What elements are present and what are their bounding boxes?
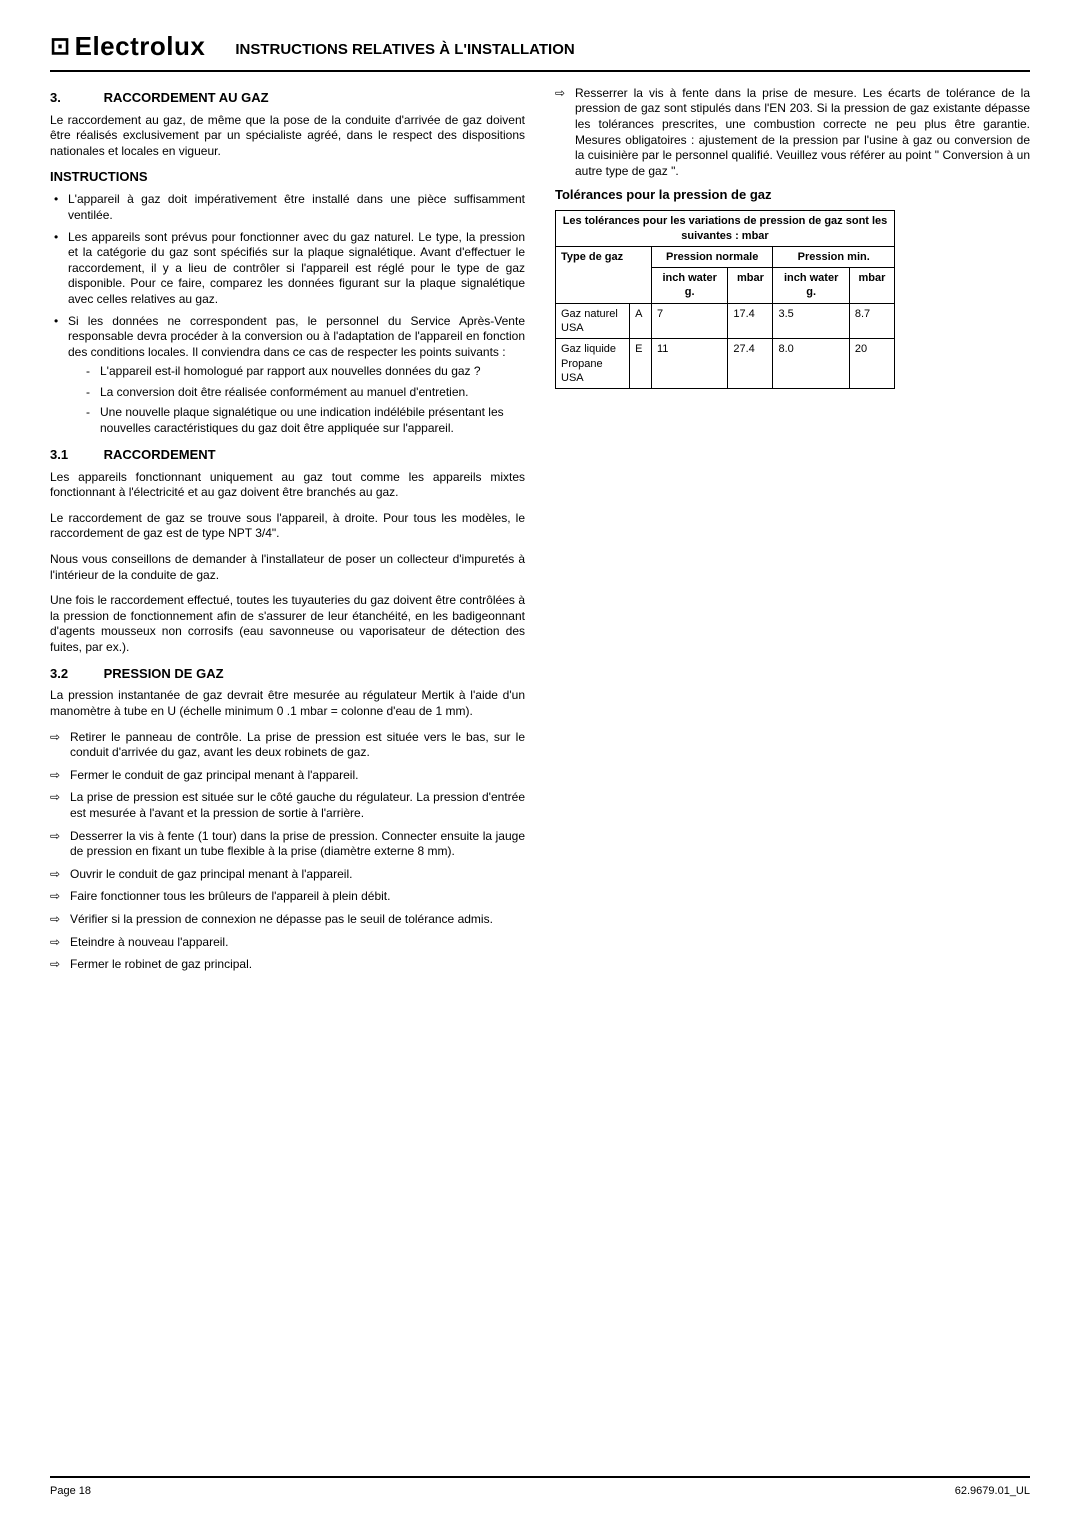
table-header-mbar: mbar: [849, 268, 894, 304]
table-cell-value: 17.4: [728, 303, 773, 339]
section-3-heading: 3. RACCORDEMENT AU GAZ: [50, 90, 525, 107]
pressure-step: Eteindre à nouveau l'appareil.: [50, 935, 525, 951]
section-3-2-intro: La pression instantanée de gaz devrait ê…: [50, 688, 525, 719]
pressure-step: Resserrer la vis à fente dans la prise d…: [555, 86, 1030, 180]
table-header-inch: inch water g.: [773, 268, 849, 304]
table-header-type: Type de gaz: [556, 246, 652, 303]
gas-type-line: USA: [561, 321, 624, 335]
gas-type-line: Gaz naturel: [561, 307, 624, 321]
pressure-step: La prise de pression est située sur le c…: [50, 790, 525, 821]
table-row: Gaz naturel USA A 7 17.4 3.5 8.7: [556, 303, 895, 339]
brand-logo-text: Electrolux: [75, 30, 206, 64]
section-3-2-number: 3.2: [50, 666, 100, 683]
section-3-1-para: Le raccordement de gaz se trouve sous l'…: [50, 511, 525, 542]
table-cell-value: 7: [651, 303, 727, 339]
section-3-1-para: Une fois le raccordement effectué, toute…: [50, 593, 525, 655]
table-cell-label: Gaz naturel USA: [556, 303, 630, 339]
section-3-1-para: Nous vous conseillons de demander à l'in…: [50, 552, 525, 583]
pressure-step: Retirer le panneau de contrôle. La prise…: [50, 730, 525, 761]
table-cell-value: 20: [849, 339, 894, 389]
footer-page-number: Page 18: [50, 1484, 91, 1498]
brand-logo: ⊡ Electrolux: [50, 30, 205, 64]
left-column: 3. RACCORDEMENT AU GAZ Le raccordement a…: [50, 86, 525, 981]
table-header-min: Pression min.: [773, 246, 895, 267]
table-row: Les tolérances pour les variations de pr…: [556, 211, 895, 247]
section-3-1-para: Les appareils fonctionnant uniquement au…: [50, 470, 525, 501]
section-3-1-number: 3.1: [50, 447, 100, 464]
pressure-step: Vérifier si la pression de connexion ne …: [50, 912, 525, 928]
instruction-item: L'appareil à gaz doit impérativement êtr…: [50, 192, 525, 223]
table-cell-value: 8.0: [773, 339, 849, 389]
table-header-inch: inch water g.: [651, 268, 727, 304]
page-header: ⊡ Electrolux INSTRUCTIONS RELATIVES À L'…: [50, 30, 1030, 72]
table-header-normale: Pression normale: [651, 246, 773, 267]
instructions-heading: INSTRUCTIONS: [50, 169, 525, 186]
page-footer: Page 18 62.9679.01_UL: [50, 1476, 1030, 1498]
table-cell-code: A: [630, 303, 652, 339]
pressure-step: Fermer le robinet de gaz principal.: [50, 957, 525, 973]
section-3-number: 3.: [50, 90, 100, 107]
section-3-intro: Le raccordement au gaz, de même que la p…: [50, 113, 525, 160]
pressure-step: Desserrer la vis à fente (1 tour) dans l…: [50, 829, 525, 860]
table-row: Gaz liquide Propane USA E 11 27.4 8.0 20: [556, 339, 895, 389]
instruction-item: Les appareils sont prévus pour fonctionn…: [50, 230, 525, 308]
table-row: Type de gaz Pression normale Pression mi…: [556, 246, 895, 267]
table-cell-value: 8.7: [849, 303, 894, 339]
instruction-subitem: Une nouvelle plaque signalétique ou une …: [68, 405, 525, 436]
section-3-1-title: RACCORDEMENT: [104, 447, 216, 462]
content-columns: 3. RACCORDEMENT AU GAZ Le raccordement a…: [50, 86, 1030, 981]
section-3-2-title: PRESSION DE GAZ: [104, 666, 224, 681]
table-cell-value: 27.4: [728, 339, 773, 389]
instruction-sublist: L'appareil est-il homologué par rapport …: [68, 364, 525, 436]
tolerance-table: Les tolérances pour les variations de pr…: [555, 210, 895, 389]
table-cell-value: 11: [651, 339, 727, 389]
table-cell-label: Gaz liquide Propane USA: [556, 339, 630, 389]
pressure-steps-list: Retirer le panneau de contrôle. La prise…: [50, 730, 525, 973]
instruction-subitem: L'appareil est-il homologué par rapport …: [68, 364, 525, 380]
section-3-2-heading: 3.2 PRESSION DE GAZ: [50, 666, 525, 683]
table-caption: Les tolérances pour les variations de pr…: [556, 211, 895, 247]
gas-type-line: Gaz liquide: [561, 342, 624, 356]
section-3-title: RACCORDEMENT AU GAZ: [104, 90, 269, 105]
instruction-item-text: Si les données ne correspondent pas, le …: [68, 314, 525, 359]
pressure-step: Ouvrir le conduit de gaz principal menan…: [50, 867, 525, 883]
page-header-title: INSTRUCTIONS RELATIVES À L'INSTALLATION: [235, 40, 574, 60]
pressure-steps-continued: Resserrer la vis à fente dans la prise d…: [555, 86, 1030, 180]
table-cell-value: 3.5: [773, 303, 849, 339]
brand-logo-icon: ⊡: [50, 31, 71, 62]
footer-doc-ref: 62.9679.01_UL: [955, 1484, 1030, 1498]
gas-type-line: Propane: [561, 357, 624, 371]
pressure-step: Fermer le conduit de gaz principal menan…: [50, 768, 525, 784]
section-3-1-heading: 3.1 RACCORDEMENT: [50, 447, 525, 464]
instructions-list: L'appareil à gaz doit impérativement êtr…: [50, 192, 525, 436]
table-cell-code: E: [630, 339, 652, 389]
instruction-item: Si les données ne correspondent pas, le …: [50, 314, 525, 437]
tolerance-heading: Tolérances pour la pression de gaz: [555, 187, 1030, 204]
instruction-subitem: La conversion doit être réalisée conform…: [68, 385, 525, 401]
right-column: Resserrer la vis à fente dans la prise d…: [555, 86, 1030, 981]
table-header-mbar: mbar: [728, 268, 773, 304]
gas-type-line: USA: [561, 371, 624, 385]
pressure-step: Faire fonctionner tous les brûleurs de l…: [50, 889, 525, 905]
